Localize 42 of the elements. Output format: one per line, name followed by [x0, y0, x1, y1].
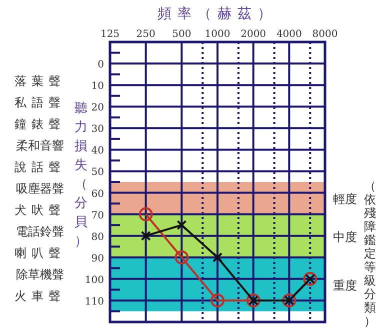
text: 落葉聲 [14, 74, 66, 88]
x-axis-title: 頻率（赫茲） [158, 6, 278, 22]
text: 吸塵器聲 [16, 182, 64, 196]
x-tick-label: 2000 [240, 29, 266, 40]
y-axis-title: 聽力損失（分貝） [74, 101, 88, 249]
y-tick-label: 80 [91, 232, 104, 243]
x-tick-label: 250 [136, 29, 156, 40]
text: 私語聲 [14, 96, 66, 110]
point [140, 230, 151, 241]
point [138, 207, 153, 222]
y-tick-label: 100 [84, 274, 104, 286]
x-tick-label: 4000 [276, 29, 302, 40]
y-tick-label: 70 [91, 210, 104, 222]
point [210, 293, 224, 308]
text: 火車聲 [14, 289, 66, 303]
y-tick-label: 90 [91, 253, 104, 264]
band-label: 輕度 [333, 192, 357, 206]
point [176, 220, 187, 230]
text: （依殘障鑑定等級分類） [364, 179, 376, 328]
point [212, 252, 222, 262]
y-tick-label: 30 [91, 124, 104, 136]
text: 柔和音響 [16, 138, 64, 152]
text: 說話聲 [14, 160, 66, 174]
band-label: 中度 [333, 230, 357, 244]
x-tick-label: 8000 [312, 29, 338, 40]
text: 喇叭聲 [14, 246, 66, 260]
text: 除草機聲 [16, 268, 64, 282]
y-tick-label: 50 [91, 167, 104, 178]
text: 犬吠聲 [14, 203, 66, 217]
text: 鐘錶聲 [14, 117, 66, 131]
x-tick-label: 125 [100, 29, 120, 40]
y-tick-label: 0 [98, 60, 104, 71]
x-tick-label: 1000 [204, 29, 230, 40]
band-label: 重度 [333, 278, 357, 292]
point [174, 250, 189, 264]
y-tick-label: 110 [84, 296, 104, 308]
text: 電話鈴聲 [16, 224, 64, 238]
y-tick-label: 40 [91, 146, 104, 157]
y-tick-label: 10 [91, 81, 104, 92]
y-tick-label: 20 [91, 102, 104, 114]
y-tick-label: 60 [91, 188, 104, 200]
x-tick-label: 500 [172, 29, 192, 40]
